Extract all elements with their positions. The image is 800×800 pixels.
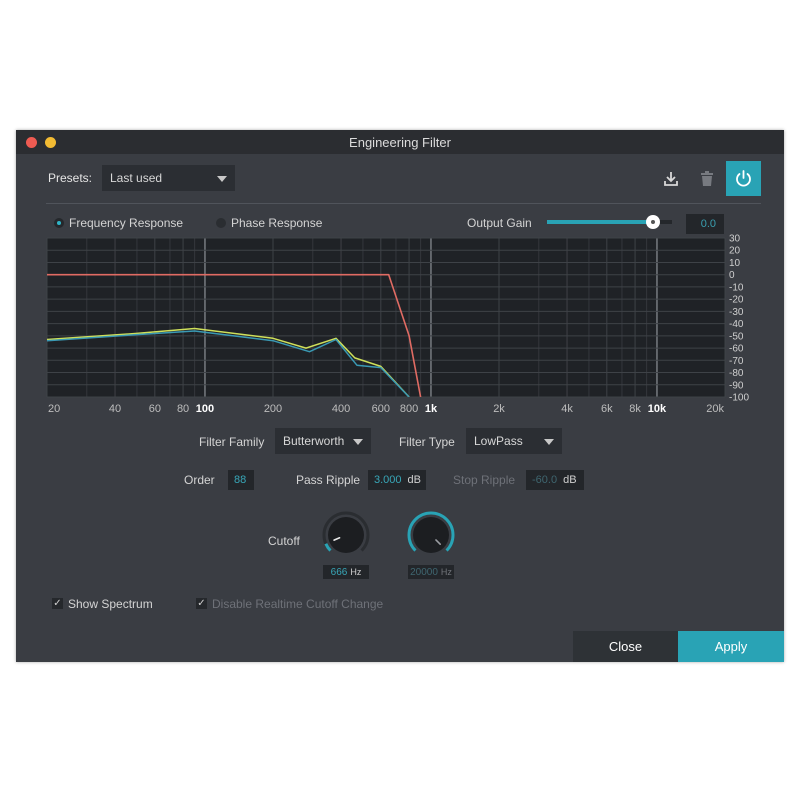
cutoff-high-field[interactable]: 20000 Hz bbox=[408, 565, 454, 579]
filter-family-value: Butterworth bbox=[283, 434, 345, 448]
knob-value-arc bbox=[324, 543, 332, 552]
chevron-down-icon bbox=[353, 439, 363, 445]
output-gain-thumb[interactable] bbox=[646, 215, 661, 229]
knob-body bbox=[413, 517, 449, 553]
cutoff-low-value: 666 bbox=[330, 567, 348, 578]
knob-indicator bbox=[435, 539, 441, 545]
cutoff-low-field[interactable]: 666 Hz bbox=[323, 565, 369, 579]
knob-value-arc bbox=[407, 511, 455, 552]
x-tick-label: 8k bbox=[629, 403, 641, 415]
stop-ripple-unit: dB bbox=[563, 474, 577, 486]
pass-ripple-label: Pass Ripple bbox=[296, 473, 361, 487]
show-spectrum-checkbox[interactable]: ✓ bbox=[52, 598, 63, 609]
y-tick-label: -100 bbox=[729, 393, 749, 404]
x-tick-label: 10k bbox=[648, 403, 667, 415]
y-tick-label: 30 bbox=[729, 234, 741, 245]
toolbar-separator bbox=[46, 203, 761, 204]
cutoff-low-unit: Hz bbox=[350, 567, 362, 577]
stop-ripple-label: Stop Ripple bbox=[453, 473, 516, 487]
window-close-button[interactable] bbox=[26, 137, 37, 148]
response-line-target bbox=[47, 273, 422, 397]
x-tick-label: 800 bbox=[400, 403, 418, 415]
order-value[interactable]: 88 bbox=[228, 470, 254, 490]
stop-ripple-field[interactable]: -60.0 dB bbox=[526, 470, 584, 490]
window-title: Engineering Filter bbox=[349, 135, 451, 150]
stop-ripple-value: -60.0 bbox=[532, 474, 558, 486]
show-spectrum-label: Show Spectrum bbox=[68, 597, 153, 611]
power-button[interactable] bbox=[726, 161, 761, 196]
order-label: Order bbox=[184, 473, 215, 487]
knob-indicator bbox=[333, 536, 341, 541]
presets-label: Presets: bbox=[48, 171, 93, 185]
pass-ripple-unit: dB bbox=[407, 474, 421, 486]
cutoff-label: Cutoff bbox=[268, 534, 300, 548]
x-tick-label: 2k bbox=[493, 403, 505, 415]
phase-response-label: Phase Response bbox=[231, 216, 323, 230]
trash-icon[interactable] bbox=[699, 170, 715, 188]
filter-family-dropdown[interactable]: Butterworth bbox=[275, 428, 371, 454]
window-minimize-button[interactable] bbox=[45, 137, 56, 148]
filter-type-value: LowPass bbox=[474, 434, 523, 448]
y-tick-label: 0 bbox=[729, 270, 735, 281]
x-tick-label: 1k bbox=[425, 403, 438, 415]
presets-dropdown[interactable]: Last used bbox=[102, 165, 235, 191]
x-tick-label: 60 bbox=[149, 403, 161, 415]
response-line-measured-blue bbox=[47, 330, 410, 397]
response-line-measured-yellow bbox=[47, 327, 410, 397]
y-tick-label: -40 bbox=[729, 319, 744, 330]
y-tick-label: -90 bbox=[729, 380, 744, 391]
x-tick-label: 20 bbox=[48, 403, 60, 415]
power-icon bbox=[736, 170, 751, 187]
pass-ripple-value: 3.000 bbox=[374, 474, 402, 486]
cutoff-high-unit: Hz bbox=[440, 567, 452, 577]
frequency-response-chart: 3020100-10-20-30-40-50-60-70-80-90-10020… bbox=[46, 234, 749, 415]
download-icon[interactable] bbox=[662, 170, 680, 188]
engineering-filter-window: Engineering Filter Presets: Last used Fr… bbox=[16, 130, 784, 662]
disable-realtime-label: Disable Realtime Cutoff Change bbox=[212, 597, 384, 611]
y-tick-label: -10 bbox=[729, 282, 744, 293]
knob-body bbox=[328, 517, 364, 553]
close-button[interactable]: Close bbox=[573, 631, 678, 662]
cutoff-high-knob[interactable] bbox=[406, 510, 456, 560]
knob-track bbox=[322, 511, 370, 552]
x-tick-label: 40 bbox=[109, 403, 121, 415]
x-tick-label: 4k bbox=[561, 403, 573, 415]
y-tick-label: -80 bbox=[729, 368, 744, 379]
x-tick-label: 6k bbox=[601, 403, 613, 415]
x-tick-label: 200 bbox=[264, 403, 282, 415]
chevron-down-icon bbox=[544, 439, 554, 445]
x-tick-label: 400 bbox=[332, 403, 350, 415]
frequency-response-label: Frequency Response bbox=[69, 216, 184, 230]
presets-value: Last used bbox=[110, 171, 163, 185]
x-tick-label: 80 bbox=[177, 403, 189, 415]
output-gain-slider[interactable] bbox=[547, 215, 672, 229]
output-gain-label: Output Gain bbox=[467, 216, 532, 230]
x-tick-label: 600 bbox=[372, 403, 390, 415]
frequency-response-radio[interactable] bbox=[54, 218, 64, 228]
y-tick-label: -50 bbox=[729, 331, 744, 342]
y-tick-label: -70 bbox=[729, 356, 744, 367]
y-tick-label: 10 bbox=[729, 258, 741, 269]
x-tick-label: 100 bbox=[196, 403, 214, 415]
cutoff-high-value: 20000 bbox=[410, 567, 438, 578]
x-tick-label: 20k bbox=[706, 403, 724, 415]
apply-button[interactable]: Apply bbox=[678, 631, 784, 662]
plot-area bbox=[47, 238, 725, 397]
y-tick-label: -30 bbox=[729, 307, 744, 318]
y-tick-label: 20 bbox=[729, 246, 741, 257]
cutoff-low-knob[interactable] bbox=[321, 510, 371, 560]
pass-ripple-field[interactable]: 3.000 dB bbox=[368, 470, 426, 490]
output-gain-value[interactable]: 0.0 bbox=[686, 214, 724, 234]
output-gain-fill bbox=[547, 220, 654, 224]
disable-realtime-checkbox[interactable]: ✓ bbox=[196, 598, 207, 609]
filter-family-label: Filter Family bbox=[199, 435, 265, 449]
y-tick-label: -60 bbox=[729, 344, 744, 355]
phase-response-radio[interactable] bbox=[216, 218, 226, 228]
filter-type-dropdown[interactable]: LowPass bbox=[466, 428, 562, 454]
chevron-down-icon bbox=[217, 176, 227, 182]
y-tick-label: -20 bbox=[729, 295, 744, 306]
title-bar: Engineering Filter bbox=[16, 130, 784, 154]
filter-type-label: Filter Type bbox=[399, 435, 455, 449]
